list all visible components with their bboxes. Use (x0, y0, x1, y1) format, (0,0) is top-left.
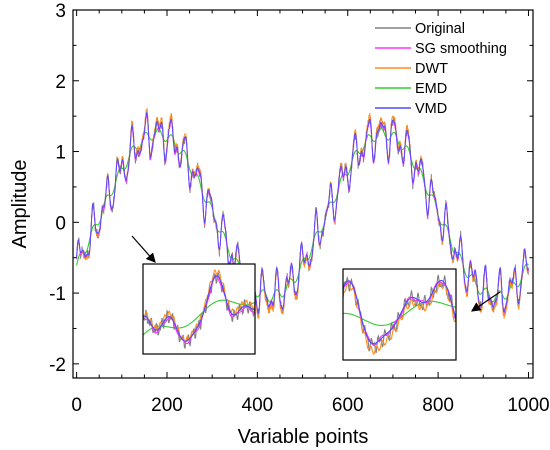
y-tick-label: 3 (55, 1, 66, 22)
inset-pointer-arrow-right (471, 291, 501, 312)
legend: Original SG smoothing DWT EMD VMD (375, 21, 507, 117)
y-axis-title: Amplitude (9, 160, 31, 249)
inset-series-line-vmd (143, 275, 255, 342)
inset-zoom-left (142, 263, 256, 355)
y-tick-label: -1 (49, 284, 66, 305)
plot-frame (72, 9, 534, 379)
x-tick-label: 600 (332, 395, 364, 416)
x-tick-label: 400 (242, 395, 274, 416)
legend-label: DWT (415, 61, 448, 77)
legend-label: Original (415, 21, 465, 37)
x-tick-label: 800 (422, 395, 454, 416)
inset-series-line-vmd (343, 279, 456, 345)
x-axis-title: Variable points (238, 426, 369, 448)
y-tick-label: 0 (55, 213, 66, 234)
x-tick-label: 1000 (507, 395, 549, 416)
inset-frame-right (342, 268, 457, 361)
x-tick-label: 200 (151, 395, 183, 416)
y-tick-label: -2 (49, 355, 66, 376)
y-tick-label: 2 (55, 72, 66, 93)
series-line-emd (76, 127, 529, 303)
axis-ticks (73, 9, 533, 378)
y-axis-tick-labels: -2 -1 0 1 2 3 (49, 1, 66, 376)
legend-label: VMD (415, 101, 447, 117)
inset-zoom-right (342, 268, 457, 361)
y-tick-label: 1 (55, 143, 66, 164)
legend-label: EMD (415, 81, 447, 97)
series-lines (76, 107, 529, 319)
x-tick-label: 0 (71, 395, 82, 416)
legend-label: SG smoothing (415, 41, 507, 57)
inset-pointer-arrow-left (131, 235, 156, 263)
x-axis-tick-labels: 0 200 400 600 800 1000 (71, 395, 549, 416)
inset-frame-left (142, 263, 256, 355)
series-line-vmd (76, 111, 529, 315)
inset-series-line-dwt (343, 280, 456, 355)
